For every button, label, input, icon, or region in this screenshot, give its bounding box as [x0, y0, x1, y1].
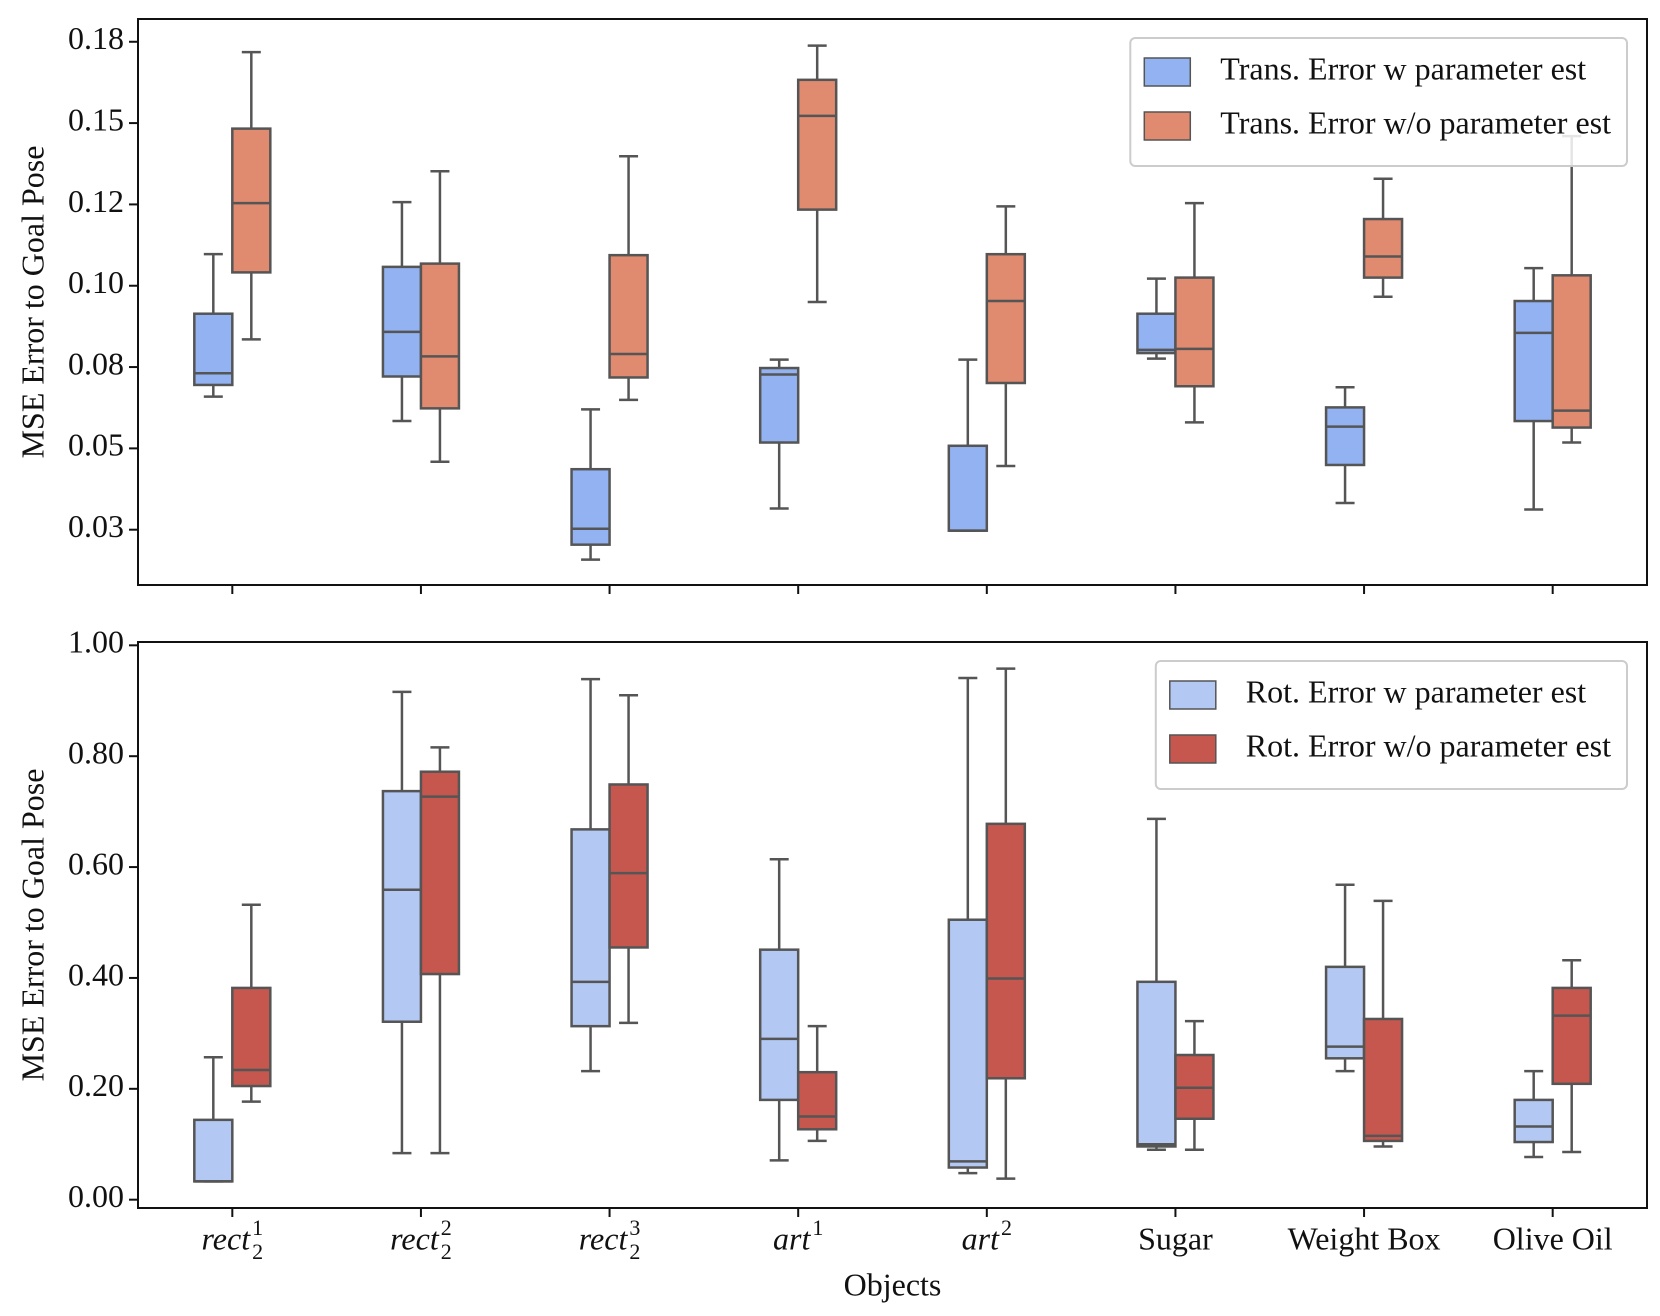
x-tick-superscript: 3	[629, 1215, 640, 1240]
y-tick-label: 1.00	[68, 624, 124, 660]
x-axis-label: Objects	[844, 1266, 942, 1302]
box	[985, 822, 1027, 1080]
box	[796, 78, 838, 211]
box	[1174, 276, 1215, 388]
x-tick-label-group: Olive Oil	[1493, 1220, 1613, 1256]
x-tick-label: rect	[390, 1220, 440, 1256]
x-tick-label: rect	[202, 1220, 252, 1256]
x-tick-label-group: rect 22	[390, 1215, 452, 1264]
y-tick-label: 0.80	[68, 735, 124, 771]
legend-frame	[1154, 660, 1628, 790]
box	[1513, 1098, 1554, 1144]
x-tick-subscript: 2	[441, 1239, 452, 1264]
box	[419, 262, 461, 410]
y-tick-label: 0.08	[68, 345, 124, 381]
box	[381, 265, 423, 378]
box	[1136, 312, 1177, 355]
box	[1551, 986, 1592, 1086]
y-tick-label: 0.10	[68, 264, 124, 300]
x-tick-label-group: rect 23	[579, 1215, 641, 1264]
box	[1513, 299, 1554, 423]
y-axis-label: MSE Error to Goal Pose	[14, 146, 50, 459]
y-axis-label: MSE Error to Goal Pose	[14, 769, 50, 1082]
x-tick-superscript: 2	[1001, 1215, 1012, 1240]
box	[1324, 406, 1366, 467]
x-tick-label-group: rect 21	[202, 1215, 264, 1264]
box	[796, 1070, 838, 1131]
box	[1136, 980, 1177, 1148]
x-tick-label-group: art 2	[962, 1215, 1012, 1256]
box	[1362, 1017, 1404, 1143]
y-tick-label: 0.40	[68, 956, 124, 992]
x-tick-superscript: 1	[252, 1215, 263, 1240]
box	[985, 252, 1027, 385]
box	[231, 127, 272, 274]
box	[947, 918, 989, 1169]
legend-label: Rot. Error w/o parameter est	[1246, 727, 1611, 763]
box	[231, 986, 272, 1088]
box	[608, 253, 649, 379]
legend-patch	[1169, 680, 1217, 710]
x-tick-label: Sugar	[1138, 1220, 1213, 1256]
legend: Rot. Error w parameter est Rot. Error w/o…	[1154, 660, 1628, 790]
legend-label: Trans. Error w/o parameter est	[1220, 104, 1611, 140]
y-tick-label: 0.00	[68, 1178, 124, 1214]
x-tick-label: art	[773, 1220, 811, 1256]
y-tick-label: 0.20	[68, 1067, 124, 1103]
box	[608, 783, 649, 949]
y-tick-label: 0.60	[68, 845, 124, 881]
y-tick-label: 0.18	[68, 20, 124, 56]
legend-frame	[1129, 37, 1628, 167]
box	[381, 789, 423, 1023]
x-tick-superscript: 1	[812, 1215, 823, 1240]
y-tick-label: 0.03	[68, 508, 124, 544]
legend-label: Rot. Error w parameter est	[1246, 673, 1586, 709]
legend-label: Trans. Error w parameter est	[1220, 50, 1586, 86]
box	[419, 770, 461, 976]
x-tick-superscript: 2	[441, 1215, 452, 1240]
box	[1551, 274, 1592, 429]
legend-patch	[1143, 57, 1192, 87]
box	[193, 1118, 234, 1183]
x-tick-label: Olive Oil	[1493, 1220, 1613, 1256]
plot-frame	[137, 641, 1648, 1209]
box	[570, 828, 611, 1028]
x-tick-label: art	[962, 1220, 1000, 1256]
y-tick-label: 0.12	[68, 183, 124, 219]
box	[570, 467, 611, 546]
y-tick-label: 0.05	[68, 427, 124, 463]
legend: Trans. Error w parameter est Trans. Error…	[1129, 37, 1628, 167]
box	[947, 444, 989, 532]
x-tick-subscript: 2	[252, 1239, 263, 1264]
box	[758, 948, 800, 1102]
legend-patch	[1143, 111, 1192, 141]
x-tick-label-group: Weight Box	[1288, 1220, 1441, 1256]
legend-patch	[1169, 734, 1217, 764]
box	[1362, 217, 1404, 279]
x-tick-label-group: Sugar	[1138, 1220, 1213, 1256]
plot-frame	[137, 18, 1648, 586]
box	[1324, 965, 1366, 1060]
x-tick-subscript: 2	[629, 1239, 640, 1264]
x-tick-label: Weight Box	[1288, 1220, 1441, 1256]
y-tick-label: 0.15	[68, 101, 124, 137]
box	[758, 366, 800, 444]
x-tick-label-group: art 1	[773, 1215, 823, 1256]
x-tick-label: rect	[579, 1220, 629, 1256]
